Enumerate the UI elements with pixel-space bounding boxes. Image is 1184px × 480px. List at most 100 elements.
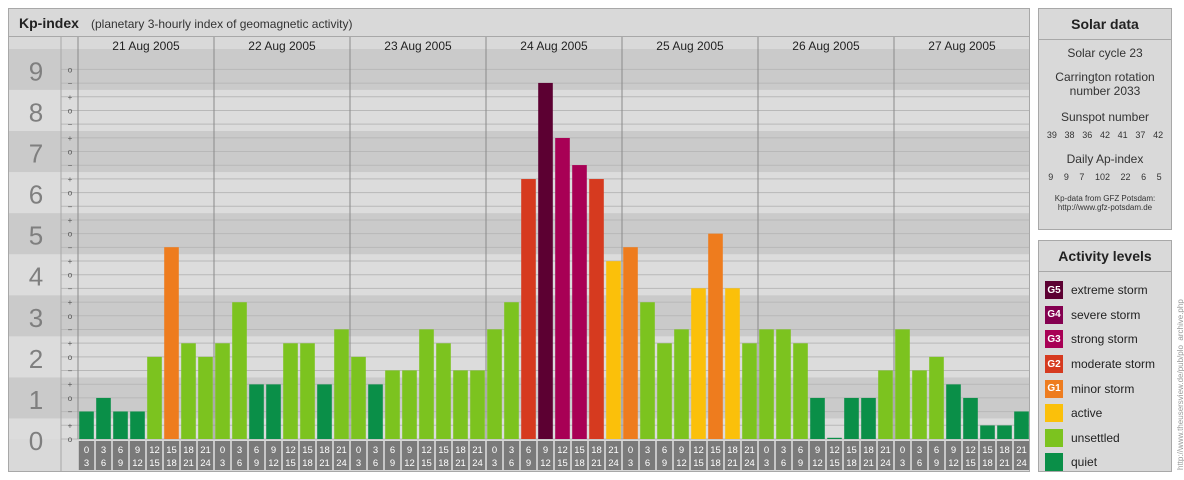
interval-start-label: 12 bbox=[149, 445, 160, 456]
interval-end-label: 18 bbox=[710, 458, 721, 469]
interval-end-label: 21 bbox=[455, 458, 466, 469]
kp-bar bbox=[861, 397, 876, 439]
interval-end-label: 3 bbox=[628, 458, 633, 469]
interval-cell bbox=[384, 441, 401, 470]
kp-bar bbox=[657, 343, 672, 439]
kp-bar bbox=[589, 179, 604, 439]
kp-bar bbox=[810, 397, 825, 439]
interval-cell bbox=[605, 441, 622, 470]
interval-start-label: 3 bbox=[645, 445, 650, 456]
chart-header: Kp-index (planetary 3-hourly index of ge… bbox=[9, 9, 1029, 37]
kp-bar bbox=[691, 288, 706, 439]
kp-bar bbox=[793, 343, 808, 439]
interval-end-label: 15 bbox=[421, 458, 432, 469]
interval-start-label: 0 bbox=[492, 445, 497, 456]
ap-value: 5 bbox=[1156, 172, 1162, 182]
kp-bar bbox=[640, 302, 655, 439]
sunspot-value: 36 bbox=[1082, 130, 1093, 140]
interval-start-label: 12 bbox=[693, 445, 704, 456]
interval-start-label: 21 bbox=[472, 445, 483, 456]
day-label: 22 Aug 2005 bbox=[248, 39, 316, 53]
interval-end-label: 9 bbox=[390, 458, 395, 469]
interval-cell bbox=[180, 441, 197, 470]
interval-cell bbox=[248, 441, 265, 470]
interval-start-label: 9 bbox=[543, 445, 548, 456]
interval-end-label: 12 bbox=[676, 458, 687, 469]
minor-tick-label: − bbox=[68, 408, 73, 417]
interval-start-label: 18 bbox=[727, 445, 738, 456]
y-tick-label: 1 bbox=[29, 385, 43, 415]
interval-end-label: 21 bbox=[591, 458, 602, 469]
source-link[interactable]: http://www.gfz-potsdam.de bbox=[1057, 203, 1153, 212]
ap-value: 102 bbox=[1094, 172, 1110, 182]
legend-label: severe storm bbox=[1071, 307, 1141, 322]
kp-bar bbox=[742, 343, 757, 439]
carrington-line-1: Carrington rotation bbox=[1055, 70, 1155, 84]
kp-bar bbox=[249, 384, 264, 439]
kp-bar bbox=[776, 329, 791, 439]
minor-tick-label: − bbox=[68, 202, 73, 211]
interval-cell bbox=[554, 441, 571, 470]
ap-label: Daily Ap-index bbox=[1066, 152, 1144, 166]
interval-cell bbox=[690, 441, 707, 470]
interval-end-label: 24 bbox=[744, 458, 755, 469]
interval-cell bbox=[571, 441, 588, 470]
kp-bar bbox=[79, 411, 94, 439]
kp-bar bbox=[997, 425, 1012, 439]
kp-bar bbox=[555, 137, 570, 439]
kp-bar bbox=[606, 261, 621, 439]
interval-end-label: 6 bbox=[237, 458, 242, 469]
interval-cell bbox=[299, 441, 316, 470]
interval-start-label: 18 bbox=[319, 445, 330, 456]
carrington-line-2: number 2033 bbox=[1069, 84, 1141, 98]
minor-tick-label: o bbox=[68, 353, 73, 362]
kp-bar bbox=[827, 437, 842, 439]
interval-start-label: 15 bbox=[302, 445, 313, 456]
kp-bar bbox=[215, 343, 230, 439]
legend-label: strong storm bbox=[1071, 332, 1138, 347]
ap-value: 9 bbox=[1048, 172, 1054, 182]
interval-cell bbox=[741, 441, 758, 470]
minor-tick-label: o bbox=[68, 106, 73, 115]
interval-cell bbox=[503, 441, 520, 470]
interval-start-label: 6 bbox=[526, 445, 531, 456]
interval-end-label: 21 bbox=[727, 458, 738, 469]
interval-cell bbox=[537, 441, 554, 470]
interval-start-label: 12 bbox=[557, 445, 568, 456]
kp-bar bbox=[147, 356, 162, 439]
minor-tick-label: + bbox=[68, 421, 73, 430]
interval-end-label: 9 bbox=[934, 458, 939, 469]
interval-cell bbox=[979, 441, 996, 470]
ap-value: 6 bbox=[1141, 172, 1147, 182]
chart-title: Kp-index bbox=[19, 15, 79, 31]
minor-tick-label: o bbox=[68, 435, 73, 444]
ap-value: 7 bbox=[1079, 172, 1085, 182]
legend-swatch bbox=[1045, 428, 1063, 447]
sunspot-value: 37 bbox=[1135, 130, 1146, 140]
interval-cell bbox=[486, 441, 503, 470]
interval-end-label: 21 bbox=[863, 458, 874, 469]
interval-start-label: 9 bbox=[271, 445, 276, 456]
minor-tick-label: − bbox=[68, 367, 73, 376]
interval-cell bbox=[639, 441, 656, 470]
interval-cell bbox=[894, 441, 911, 470]
sunspot-value: 38 bbox=[1064, 130, 1075, 140]
minor-tick-label: o bbox=[68, 189, 73, 198]
interval-cell bbox=[520, 441, 537, 470]
legend-item: G3 strong storm bbox=[1039, 327, 1171, 352]
legend-item: G1 minor storm bbox=[1039, 376, 1171, 401]
interval-start-label: 0 bbox=[84, 445, 89, 456]
minor-tick-label: + bbox=[68, 298, 73, 307]
kp-bar bbox=[402, 370, 417, 439]
interval-start-label: 3 bbox=[509, 445, 514, 456]
interval-start-label: 0 bbox=[356, 445, 361, 456]
interval-cell bbox=[197, 441, 214, 470]
interval-start-label: 12 bbox=[965, 445, 976, 456]
kp-bar bbox=[504, 302, 519, 439]
interval-end-label: 18 bbox=[302, 458, 313, 469]
legend-swatch: G3 bbox=[1045, 330, 1063, 349]
interval-cell bbox=[112, 441, 129, 470]
kp-bar bbox=[912, 370, 927, 439]
legend-item: G5 extreme storm bbox=[1039, 278, 1171, 303]
interval-end-label: 6 bbox=[373, 458, 378, 469]
